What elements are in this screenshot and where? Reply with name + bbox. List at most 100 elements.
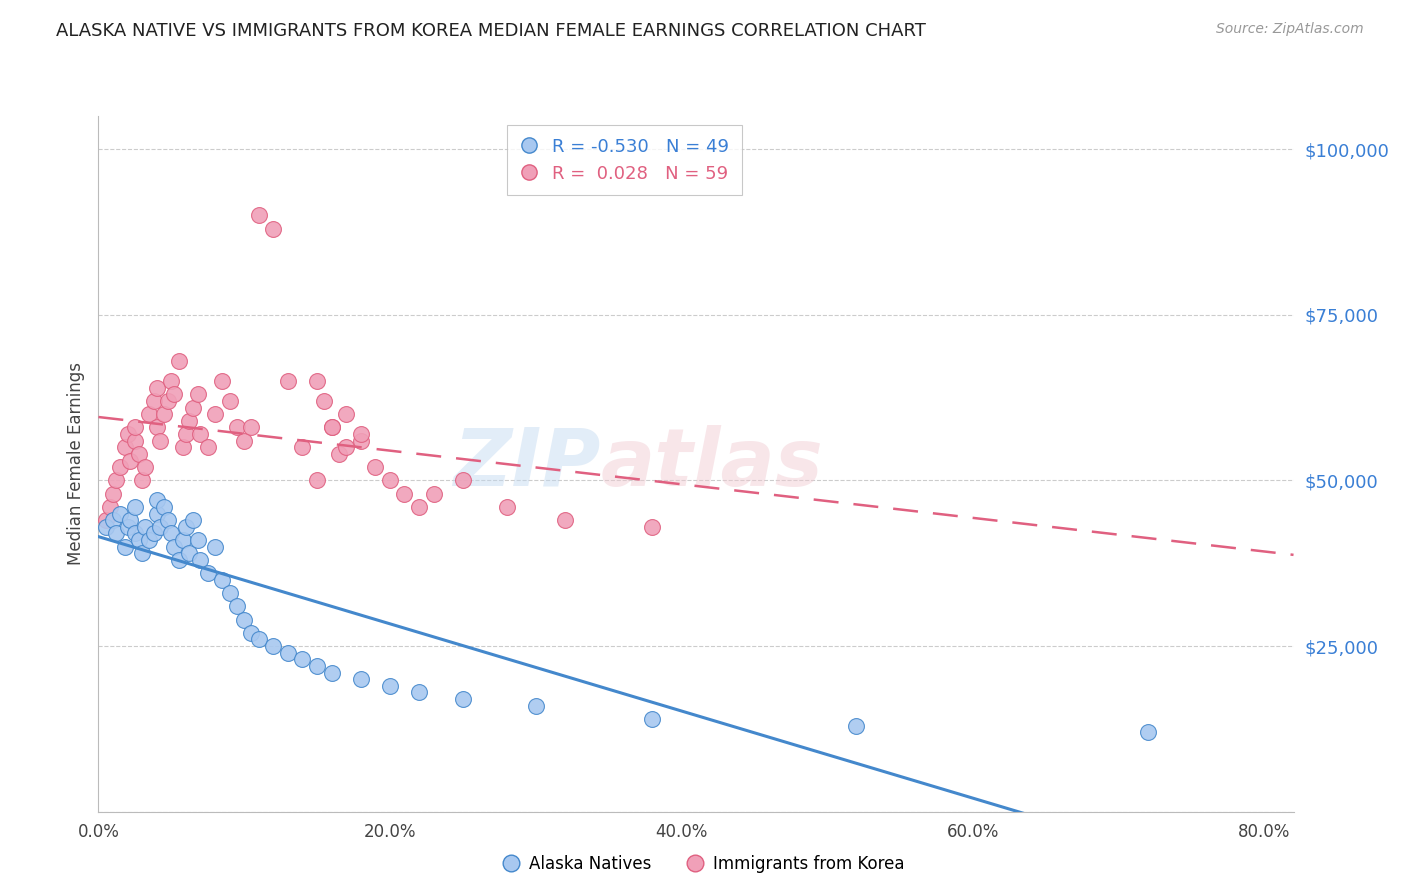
Point — [641, 520, 664, 534]
Point — [94, 520, 117, 534]
Point — [197, 440, 219, 454]
Point — [117, 520, 139, 534]
Point — [451, 692, 474, 706]
Point — [378, 679, 401, 693]
Point — [451, 474, 474, 488]
Point — [262, 221, 284, 235]
Point — [554, 513, 576, 527]
Point — [233, 434, 256, 448]
Point — [163, 387, 186, 401]
Text: ZIP: ZIP — [453, 425, 600, 503]
Point — [172, 440, 194, 454]
Point — [120, 453, 142, 467]
Point — [321, 665, 343, 680]
Point — [163, 540, 186, 554]
Point — [186, 533, 208, 547]
Point — [128, 447, 150, 461]
Point — [350, 427, 373, 442]
Point — [240, 625, 263, 640]
Point — [145, 507, 167, 521]
Point — [277, 646, 299, 660]
Point — [408, 685, 430, 699]
Point — [262, 639, 284, 653]
Point — [204, 540, 226, 554]
Point — [211, 374, 233, 388]
Point — [394, 486, 416, 500]
Point — [124, 420, 146, 434]
Point — [160, 526, 183, 541]
Point — [321, 420, 343, 434]
Point — [305, 659, 328, 673]
Point — [211, 573, 233, 587]
Point — [181, 401, 204, 415]
Point — [277, 374, 299, 388]
Point — [335, 407, 357, 421]
Point — [364, 460, 387, 475]
Point — [124, 526, 146, 541]
Point — [124, 500, 146, 514]
Point — [378, 474, 401, 488]
Point — [240, 420, 263, 434]
Point — [350, 434, 373, 448]
Point — [305, 374, 328, 388]
Point — [131, 474, 153, 488]
Point — [142, 526, 165, 541]
Point — [305, 474, 328, 488]
Point — [145, 493, 167, 508]
Point — [177, 546, 200, 560]
Point — [190, 553, 212, 567]
Point — [186, 387, 208, 401]
Point — [314, 393, 336, 408]
Text: ALASKA NATIVE VS IMMIGRANTS FROM KOREA MEDIAN FEMALE EARNINGS CORRELATION CHART: ALASKA NATIVE VS IMMIGRANTS FROM KOREA M… — [56, 22, 927, 40]
Point — [94, 513, 117, 527]
Point — [157, 513, 180, 527]
Point — [110, 507, 132, 521]
Point — [101, 486, 124, 500]
Text: Source: ZipAtlas.com: Source: ZipAtlas.com — [1216, 22, 1364, 37]
Point — [204, 407, 226, 421]
Point — [101, 513, 124, 527]
Text: atlas: atlas — [600, 425, 823, 503]
Point — [142, 393, 165, 408]
Point — [124, 434, 146, 448]
Point — [138, 407, 160, 421]
Point — [225, 599, 247, 614]
Point — [114, 540, 136, 554]
Point — [128, 533, 150, 547]
Point — [328, 447, 350, 461]
Point — [321, 420, 343, 434]
Point — [149, 434, 172, 448]
Point — [422, 486, 444, 500]
Point — [233, 613, 256, 627]
Point — [110, 460, 132, 475]
Point — [104, 526, 127, 541]
Point — [138, 533, 160, 547]
Point — [291, 652, 314, 666]
Point — [117, 427, 139, 442]
Point — [524, 698, 547, 713]
Point — [160, 374, 183, 388]
Point — [153, 407, 176, 421]
Point — [114, 440, 136, 454]
Point — [247, 632, 270, 647]
Point — [641, 712, 664, 726]
Point — [845, 718, 868, 732]
Point — [145, 420, 167, 434]
Point — [247, 208, 270, 222]
Point — [181, 513, 204, 527]
Point — [145, 381, 167, 395]
Point — [134, 460, 156, 475]
Point — [174, 520, 197, 534]
Point — [153, 500, 176, 514]
Point — [167, 553, 190, 567]
Point — [218, 393, 240, 408]
Point — [190, 427, 212, 442]
Point — [104, 474, 127, 488]
Point — [98, 500, 121, 514]
Y-axis label: Median Female Earnings: Median Female Earnings — [66, 362, 84, 566]
Point — [167, 354, 190, 368]
Point — [172, 533, 194, 547]
Point — [157, 393, 180, 408]
Point — [177, 414, 200, 428]
Point — [225, 420, 247, 434]
